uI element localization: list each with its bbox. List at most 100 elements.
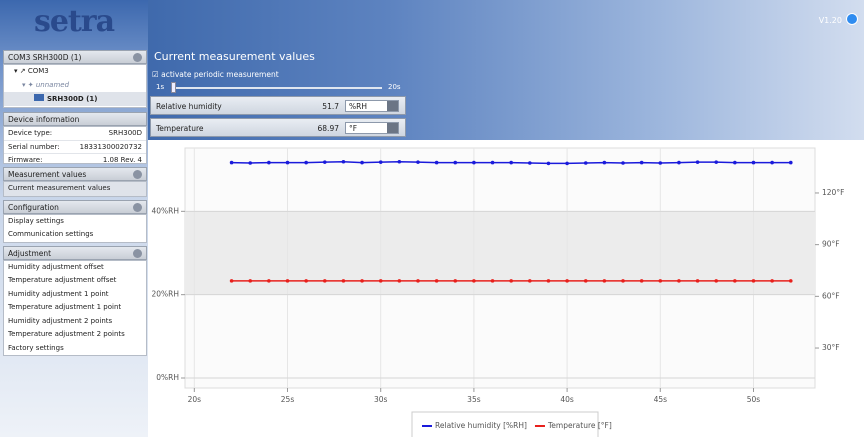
- point: [304, 279, 308, 283]
- point: [751, 279, 756, 283]
- logo: setra: [33, 4, 115, 39]
- device-label: SRH300D (1): [47, 95, 98, 103]
- band: [185, 211, 815, 295]
- point: [434, 160, 439, 165]
- point: [528, 161, 532, 165]
- nav-item[interactable]: Temperature adjustment 2 points: [8, 330, 125, 338]
- point: [267, 279, 271, 283]
- x-tick-label: 50s: [747, 395, 761, 404]
- point: [602, 160, 607, 165]
- point: [714, 160, 719, 164]
- y-tick-label: 40%RH: [151, 206, 179, 215]
- point: [322, 279, 327, 283]
- y2-tick-label: 120°F: [822, 188, 844, 197]
- port-label: COM3: [27, 67, 49, 75]
- point: [472, 160, 476, 165]
- section-title: Adjustment: [8, 248, 52, 258]
- collapse-button[interactable]: [133, 202, 142, 212]
- point: [583, 279, 588, 283]
- point: [770, 160, 774, 165]
- device-panel-header[interactable]: COM3 SRH300D (1): [3, 50, 147, 64]
- point: [565, 161, 569, 166]
- point: [770, 279, 774, 283]
- point: [639, 160, 644, 165]
- point: [733, 279, 737, 283]
- slider-thumb[interactable]: [171, 82, 176, 93]
- group-label: unnamed: [35, 80, 70, 89]
- info-button[interactable]: [846, 13, 858, 25]
- nav-item[interactable]: Humidity adjustment 2 points: [8, 316, 113, 325]
- point: [621, 279, 625, 283]
- y-tick-label: 20%RH: [151, 290, 179, 299]
- nav-item[interactable]: Temperature adjustment offset: [8, 276, 117, 284]
- point: [733, 160, 737, 165]
- unit-label: °F: [349, 124, 358, 133]
- device-info: Device type: SRH300D Serial number: 1833130…: [3, 126, 147, 168]
- y-tick-label: 0%RH: [156, 373, 179, 382]
- dropdown-arrow[interactable]: [387, 101, 398, 111]
- x-tick-label: 45s: [654, 395, 668, 404]
- point: [658, 279, 663, 283]
- device-info-header: Device information: [3, 112, 147, 126]
- nav-item[interactable]: Current measurement values: [4, 182, 146, 196]
- x-tick-label: 25s: [281, 395, 295, 404]
- section-header[interactable]: Adjustment: [3, 245, 147, 260]
- slider-track[interactable]: [172, 87, 382, 89]
- unit-dropdown[interactable]: °F: [345, 122, 399, 134]
- point: [285, 279, 290, 283]
- tree-group[interactable]: ▾ ✦ unnamed: [22, 80, 70, 89]
- collapse-button[interactable]: [133, 248, 142, 258]
- nav-item[interactable]: Factory settings: [8, 343, 64, 352]
- section-title: Measurement values: [8, 170, 87, 179]
- info-key: Firmware:: [8, 156, 43, 164]
- nav-item[interactable]: Humidity adjustment 1 point: [8, 289, 109, 298]
- nav-item[interactable]: Display settings: [8, 216, 64, 225]
- point: [546, 161, 551, 166]
- point: [453, 279, 458, 283]
- collapse-button[interactable]: [133, 170, 142, 179]
- nav-item[interactable]: Temperature adjustment 1 point: [8, 303, 122, 311]
- tree-device[interactable]: SRH300D (1): [4, 92, 146, 106]
- info-value: SRH300D: [108, 129, 142, 137]
- point: [378, 160, 383, 164]
- main-title: Current measurement values: [154, 50, 315, 63]
- point: [602, 279, 607, 283]
- x-tick-label: 35s: [467, 395, 481, 404]
- point: [788, 279, 793, 283]
- reading-label: Relative humidity: [156, 102, 222, 111]
- nav-item[interactable]: Communication settings: [8, 230, 94, 238]
- point: [322, 160, 327, 164]
- collapse-button[interactable]: [133, 53, 142, 62]
- periodic-checkbox[interactable]: ☑ activate periodic measurement: [152, 70, 279, 79]
- nav-item[interactable]: Humidity adjustment offset: [8, 262, 104, 271]
- point: [229, 160, 234, 165]
- info-row: Firmware: 1.08 Rev. 4: [4, 154, 146, 168]
- point: [639, 279, 644, 283]
- section-header[interactable]: Configuration: [3, 199, 147, 214]
- point: [229, 279, 234, 283]
- tree-port[interactable]: ▾ ↗ COM3: [14, 67, 49, 75]
- point: [472, 279, 476, 283]
- chart: 20s 25s 30s 35s 40s 45s 50s 0%RH 20%RH 40%RH 30°F 6…: [148, 140, 864, 437]
- dropdown-arrow[interactable]: [387, 123, 398, 133]
- section-items: Humidity adjustment offset Temperature ad…: [3, 259, 147, 356]
- point: [546, 279, 551, 283]
- info-row: Serial number: 18331300020732: [4, 141, 146, 154]
- point: [248, 279, 253, 283]
- point: [658, 161, 663, 165]
- point: [677, 160, 681, 165]
- point: [490, 279, 495, 283]
- slider-min: 1s: [156, 83, 165, 91]
- x-tick-label: 20s: [188, 395, 202, 404]
- reading-label: Temperature: [156, 124, 204, 133]
- point: [714, 279, 719, 283]
- point: [434, 279, 439, 283]
- section-header[interactable]: Measurement values: [3, 167, 147, 181]
- info-value: 1.08 Rev. 4: [102, 156, 142, 164]
- point: [397, 159, 402, 164]
- info-value: 18331300020732: [79, 142, 142, 151]
- unit-dropdown[interactable]: %RH: [345, 100, 399, 112]
- section-items: Display settings Communication settings: [3, 213, 147, 243]
- point: [285, 160, 290, 165]
- point: [528, 279, 532, 283]
